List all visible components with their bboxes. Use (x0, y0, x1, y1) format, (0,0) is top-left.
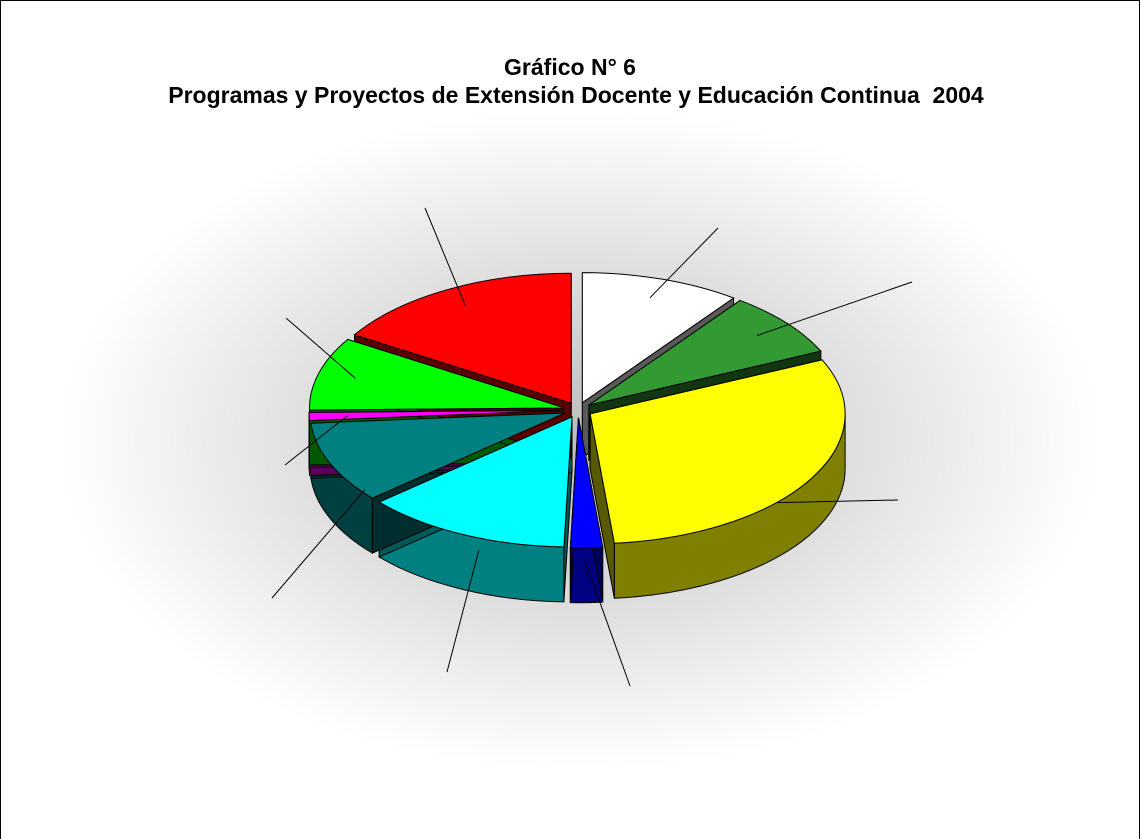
slice (581, 272, 735, 404)
leader-line (446, 550, 480, 673)
slice (308, 409, 565, 422)
chart-title: Gráfico N° 6 (504, 54, 636, 80)
leader-line (584, 561, 631, 687)
slice (378, 416, 573, 548)
leader-line (285, 317, 356, 379)
chart-subtitle: Programas y Proyectos de Extensión Docen… (168, 82, 984, 108)
leader-line (271, 488, 366, 599)
slice (569, 417, 604, 549)
slice (309, 338, 565, 411)
slice (353, 272, 572, 404)
leader-line (424, 207, 467, 307)
leader-line (756, 281, 913, 336)
slice (588, 299, 822, 406)
slice (589, 359, 846, 544)
leader-line (649, 227, 719, 299)
leader-line (284, 415, 348, 466)
leader-line (777, 499, 899, 504)
slice (310, 412, 566, 499)
